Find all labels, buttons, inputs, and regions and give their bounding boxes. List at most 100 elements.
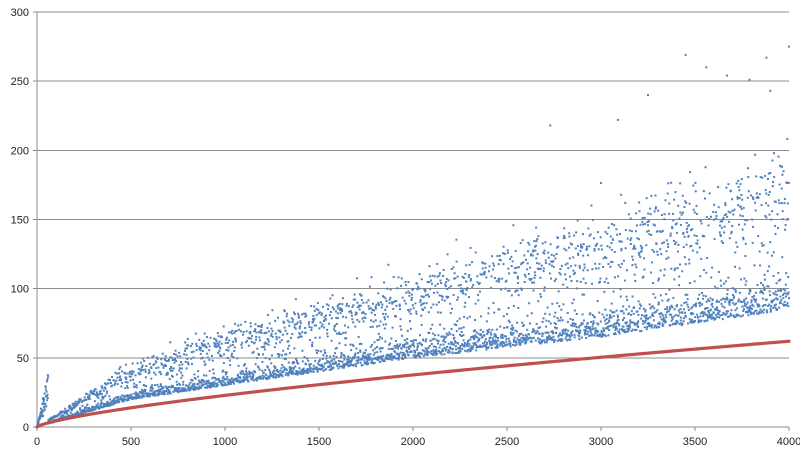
data-point	[665, 293, 668, 296]
data-point	[361, 355, 364, 358]
data-point	[464, 301, 467, 304]
data-point	[354, 313, 357, 316]
data-point	[202, 383, 205, 386]
data-point	[754, 153, 757, 156]
data-point	[339, 307, 342, 310]
data-point	[350, 311, 353, 314]
data-point	[123, 372, 126, 375]
data-point	[237, 324, 240, 327]
data-point	[83, 396, 86, 399]
data-point	[617, 322, 620, 325]
data-point	[176, 355, 179, 358]
data-point	[283, 310, 286, 313]
data-point	[681, 270, 684, 273]
data-point	[346, 302, 349, 305]
data-point	[95, 406, 98, 409]
data-point	[646, 221, 649, 224]
data-point	[710, 303, 713, 306]
data-point	[499, 259, 502, 262]
data-point	[507, 267, 510, 270]
data-point	[753, 201, 756, 204]
data-point	[494, 342, 497, 345]
data-point	[214, 343, 217, 346]
data-point	[389, 342, 392, 345]
data-point	[753, 264, 756, 267]
data-point	[548, 335, 551, 338]
data-point	[476, 275, 479, 278]
data-point	[398, 355, 401, 358]
data-point	[379, 320, 382, 323]
data-point	[512, 327, 515, 330]
data-point	[766, 311, 769, 314]
data-point	[477, 332, 480, 335]
data-point	[337, 307, 340, 310]
data-point	[393, 355, 396, 358]
data-point	[648, 303, 651, 306]
data-point	[384, 313, 387, 316]
data-point	[671, 227, 674, 230]
data-point	[258, 368, 261, 371]
data-point	[702, 312, 705, 315]
data-point	[610, 260, 613, 263]
data-point	[645, 314, 648, 317]
data-point	[243, 363, 246, 366]
data-point	[759, 291, 762, 294]
data-point	[320, 350, 323, 353]
data-point	[707, 309, 710, 312]
data-point	[107, 378, 110, 381]
data-point	[679, 308, 682, 311]
data-point	[264, 369, 267, 372]
data-point	[467, 345, 470, 348]
data-point	[336, 312, 339, 315]
data-point	[655, 325, 658, 328]
data-point	[443, 299, 446, 302]
data-point	[198, 346, 201, 349]
data-point	[159, 388, 162, 391]
data-point	[313, 317, 316, 320]
data-point	[383, 316, 386, 319]
data-point	[205, 336, 208, 339]
data-point	[257, 325, 260, 328]
data-point	[316, 370, 319, 373]
data-point	[229, 378, 232, 381]
data-point	[434, 354, 437, 357]
data-point	[210, 386, 213, 389]
data-point	[469, 279, 472, 282]
data-point	[715, 300, 718, 303]
data-point	[435, 303, 438, 306]
data-point	[324, 318, 327, 321]
data-point	[774, 224, 777, 227]
data-point	[91, 408, 94, 411]
data-point	[710, 276, 713, 279]
data-point	[537, 300, 540, 303]
data-point	[720, 240, 723, 243]
data-point	[355, 365, 358, 368]
data-point	[189, 387, 192, 390]
data-point	[217, 377, 220, 380]
data-point	[232, 340, 235, 343]
data-point	[257, 353, 260, 356]
data-point	[591, 314, 594, 317]
data-point	[395, 300, 398, 303]
data-point	[573, 234, 576, 237]
data-point	[650, 326, 653, 329]
data-point	[362, 351, 365, 354]
data-point	[619, 295, 622, 298]
data-point	[653, 210, 656, 213]
data-point	[604, 322, 607, 325]
data-point	[445, 335, 448, 338]
data-point	[738, 189, 741, 192]
data-point	[731, 198, 734, 201]
data-point	[437, 301, 440, 304]
data-point	[124, 363, 127, 366]
data-point	[603, 330, 606, 333]
data-point	[756, 283, 759, 286]
data-point	[559, 319, 562, 322]
data-point	[493, 335, 496, 338]
data-point	[353, 293, 356, 296]
data-point	[384, 357, 387, 360]
data-point	[397, 357, 400, 360]
data-point	[568, 257, 571, 260]
data-point	[721, 305, 724, 308]
data-point	[307, 372, 310, 375]
